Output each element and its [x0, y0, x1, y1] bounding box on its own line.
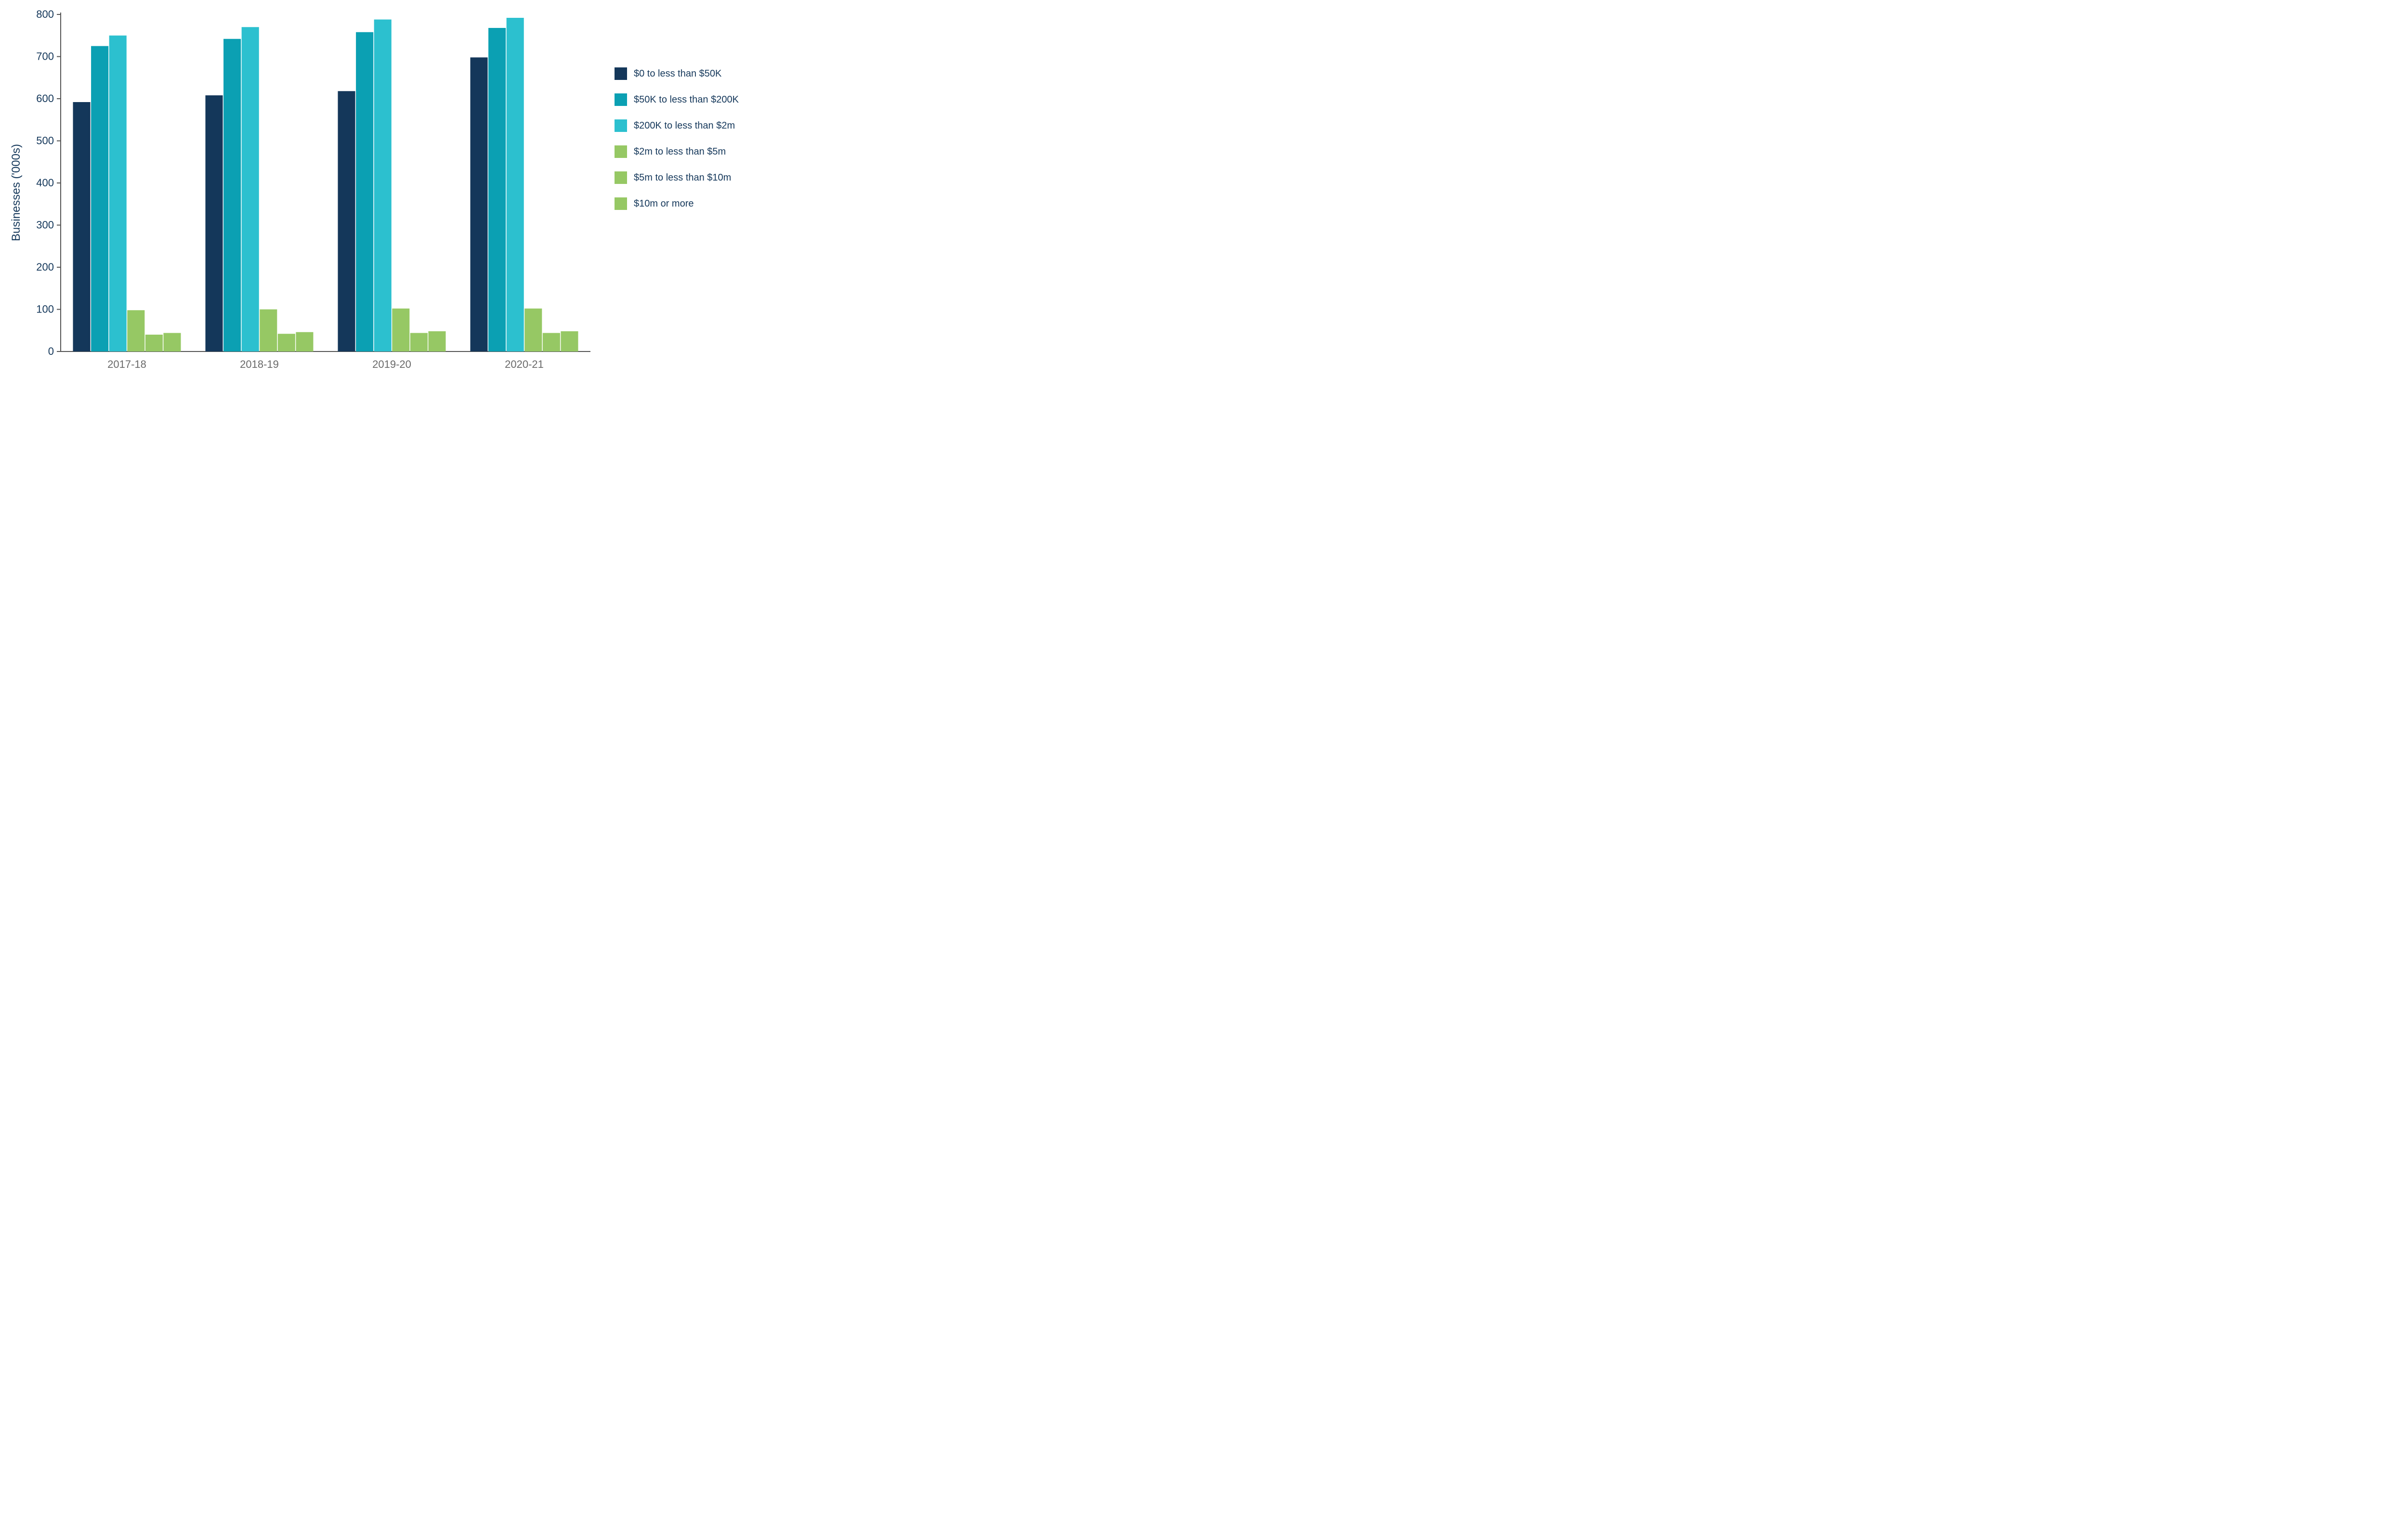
legend-swatch [615, 145, 627, 158]
y-tick-label: 300 [36, 219, 54, 231]
y-axis-title: Businesses ('000s) [10, 144, 23, 241]
bar [374, 20, 392, 352]
grouped-bar-chart: 0 100 200 300 400 500 600 700 800 2017-18 2018-19 2… [27, 10, 595, 376]
y-tick-label: 400 [36, 177, 54, 189]
bar [356, 32, 373, 351]
category-label: 2020-21 [505, 358, 544, 370]
bar [561, 331, 578, 351]
legend-label: $0 to less than $50K [634, 68, 721, 79]
bar [73, 102, 91, 351]
y-tick-label: 100 [36, 303, 54, 315]
legend-swatch [615, 197, 627, 210]
chart-container: Businesses ('000s) 0 100 200 300 400 500 600 70… [0, 0, 2408, 385]
legend-item: $2m to less than $5m [615, 145, 739, 158]
bar [145, 335, 163, 351]
legend-item: $0 to less than $50K [615, 67, 739, 80]
legend-swatch [615, 93, 627, 106]
legend-label: $2m to less than $5m [634, 146, 726, 157]
bar [260, 310, 277, 352]
legend-swatch [615, 119, 627, 132]
legend-item: $50K to less than $200K [615, 93, 739, 106]
bar [163, 333, 181, 352]
bar [338, 91, 355, 351]
legend-swatch [615, 171, 627, 184]
legend-item: $5m to less than $10m [615, 171, 739, 184]
bar [223, 39, 241, 351]
legend-label: $10m or more [634, 198, 694, 209]
bar [91, 46, 108, 351]
bar [206, 95, 223, 351]
bar [471, 57, 488, 351]
legend-swatch [615, 67, 627, 80]
bar [410, 333, 428, 352]
bar [278, 334, 295, 351]
category-label: 2019-20 [372, 358, 411, 370]
bar [242, 27, 259, 351]
bar [109, 36, 127, 351]
y-tick-label: 500 [36, 135, 54, 147]
y-tick-label: 600 [36, 92, 54, 104]
bar [127, 310, 144, 351]
y-tick-label: 200 [36, 261, 54, 273]
legend-label: $50K to less than $200K [634, 94, 739, 105]
legend-label: $5m to less than $10m [634, 172, 731, 183]
bar [488, 28, 506, 351]
legend-item: $10m or more [615, 197, 739, 210]
y-tick-label: 700 [36, 51, 54, 63]
legend-label: $200K to less than $2m [634, 120, 735, 131]
y-tick-label: 800 [36, 10, 54, 20]
bar [392, 309, 409, 351]
bar [428, 331, 445, 351]
category-label: 2017-18 [107, 358, 146, 370]
bar [543, 333, 560, 352]
category-label: 2018-19 [240, 358, 279, 370]
legend-item: $200K to less than $2m [615, 119, 739, 132]
bar [296, 332, 313, 351]
bar [524, 309, 542, 351]
y-tick-label: 0 [48, 345, 54, 357]
legend: $0 to less than $50K $50K to less than $2… [615, 67, 739, 223]
bar [507, 18, 524, 351]
